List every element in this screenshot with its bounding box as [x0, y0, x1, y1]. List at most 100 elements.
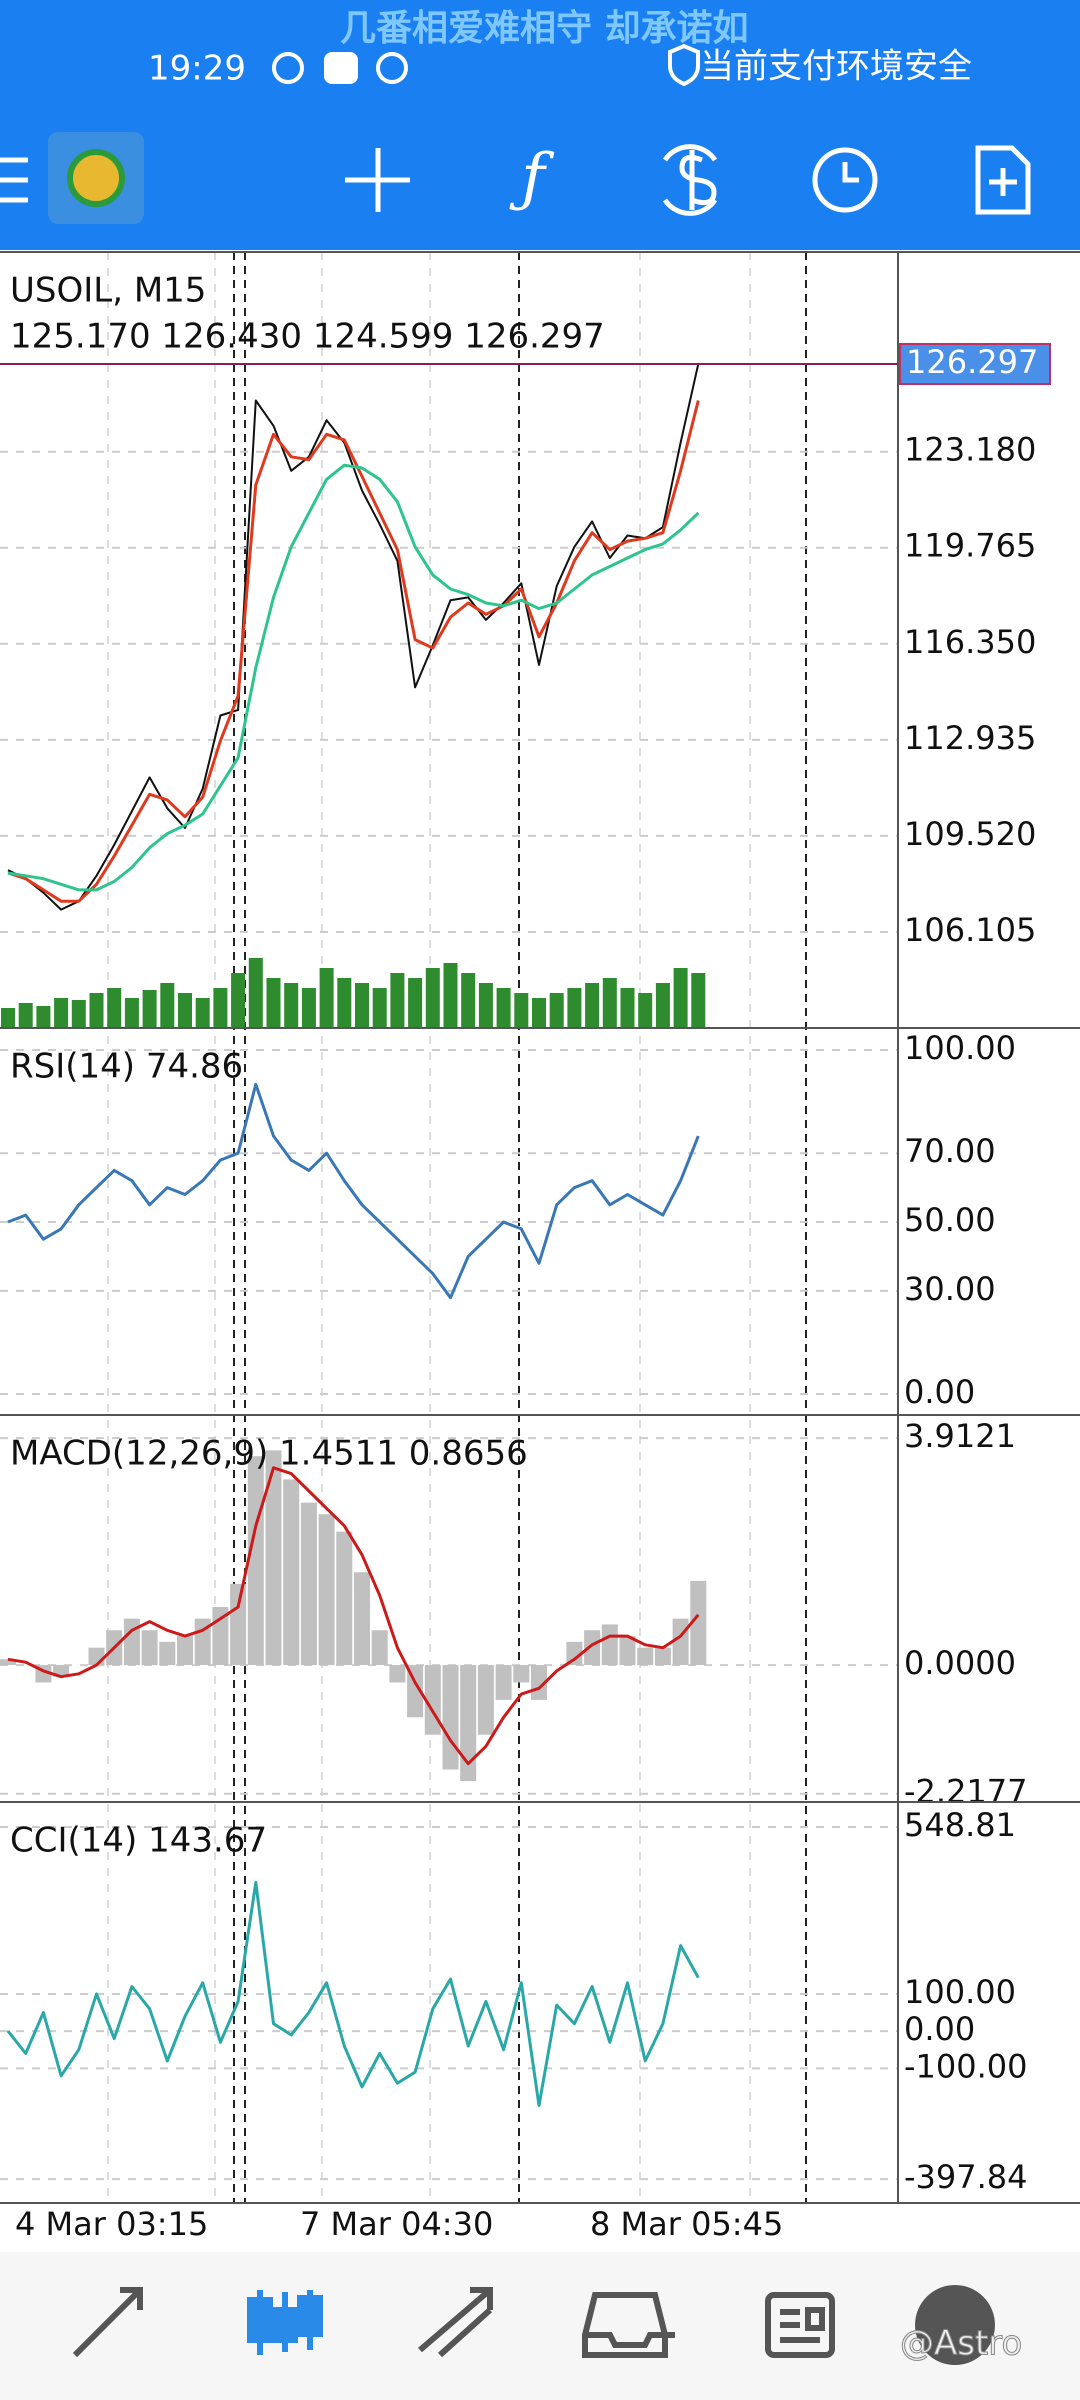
volume-bar: [425, 968, 440, 1028]
volume-bar: [213, 988, 228, 1028]
volume-bar: [372, 988, 387, 1028]
y-tick-label: 100.00: [904, 1029, 1016, 1067]
status-time: 19:29: [148, 49, 246, 89]
y-tick-label: 112.935: [904, 719, 1036, 757]
histogram-bar: [672, 1618, 689, 1666]
histogram-bar: [619, 1636, 636, 1666]
histogram-bar: [584, 1630, 601, 1666]
volume-bar: [638, 993, 653, 1028]
security-text: 当前支付环境安全: [700, 47, 972, 87]
panel-subtitle: 125.170 126.430 124.599 126.297: [10, 317, 605, 357]
series-line: [7, 463, 700, 892]
histogram-bar: [177, 1636, 193, 1666]
volume-bar: [124, 998, 139, 1028]
profile-tab[interactable]: [915, 2285, 995, 2365]
y-tick-label: -2.2177: [904, 1773, 1028, 1811]
histogram-bar: [230, 1583, 247, 1666]
histogram-bar: [407, 1665, 424, 1718]
watermark: @Astro: [900, 2324, 1022, 2364]
volume-bar: [266, 978, 281, 1028]
volume-bar: [390, 973, 405, 1028]
y-tick-label: 0.00: [904, 1373, 975, 1411]
volume-bar: [673, 968, 688, 1028]
volume-bar: [36, 1006, 51, 1028]
y-tick-label: 50.00: [904, 1201, 996, 1239]
y-tick-label: 548.81: [904, 1806, 1016, 1844]
volume-bar: [107, 988, 122, 1028]
panel-title: RSI(14) 74.86: [10, 1047, 243, 1087]
header-bg: [0, 0, 1080, 250]
y-tick-label: 106.105: [904, 911, 1036, 949]
news-button[interactable]: [975, 145, 1031, 215]
histogram-bar: [389, 1665, 406, 1683]
volume-bar: [549, 993, 564, 1028]
histogram-bar: [88, 1647, 105, 1666]
y-tick-label: -397.84: [904, 2158, 1028, 2196]
histogram-bar: [601, 1624, 618, 1666]
y-tick-label: 30.00: [904, 1270, 996, 1308]
y-tick-label: 3.9121: [904, 1417, 1016, 1455]
volume-bar: [319, 968, 334, 1028]
history-tab[interactable]: [582, 2292, 675, 2358]
trade-button[interactable]: [662, 144, 718, 216]
series-line: [7, 400, 700, 903]
quotes-tab[interactable]: [72, 2287, 143, 2358]
histogram-bar: [495, 1665, 512, 1700]
y-tick-label: 70.00: [904, 1132, 996, 1170]
volume-bar: [54, 998, 69, 1028]
crosshair-button[interactable]: [345, 148, 410, 212]
histogram-bar: [53, 1665, 70, 1677]
volume-bar: [160, 983, 175, 1028]
volume-bar: [567, 988, 582, 1028]
volume-bar: [585, 983, 600, 1028]
y-tick-label: 116.350: [904, 623, 1036, 661]
volume-bar: [355, 983, 369, 1028]
histogram-bar: [637, 1647, 654, 1666]
volume-bar: [655, 983, 670, 1028]
chart-tab[interactable]: [247, 2290, 323, 2355]
histogram-bar: [141, 1630, 158, 1666]
volume-bar: [478, 983, 493, 1028]
volume-bar: [514, 993, 529, 1028]
histogram-bar: [318, 1514, 335, 1666]
x-tick-label: 8 Mar 05:45: [590, 2205, 783, 2243]
y-tick-label: 100.00: [904, 1973, 1016, 2011]
y-tick-label: 123.180: [904, 431, 1036, 469]
panel-title: MACD(12,26,9) 1.4511 0.8656: [10, 1434, 528, 1474]
series-line: [7, 1466, 700, 1766]
bottom-nav-icons: [72, 2285, 995, 2365]
volume-bar: [620, 988, 635, 1028]
volume-bar: [443, 963, 458, 1028]
menu-button[interactable]: [0, 157, 28, 203]
volume-bar: [602, 978, 617, 1028]
histogram-bar: [336, 1531, 353, 1666]
panel-title: CCI(14) 143.67: [10, 1821, 267, 1861]
y-tick-label: 0.00: [904, 2010, 975, 2048]
histogram-bar: [159, 1641, 176, 1666]
volume-bar: [408, 978, 423, 1028]
histogram-bar: [477, 1665, 494, 1735]
news-tab[interactable]: [765, 2292, 835, 2358]
volume-bar: [142, 990, 157, 1028]
history-button[interactable]: [812, 147, 878, 213]
marquee: 几番相爱难相守 却承诺如: [340, 8, 749, 49]
histogram-bar: [654, 1647, 671, 1666]
trade-tab[interactable]: [418, 2287, 493, 2358]
series-line: [7, 1082, 700, 1300]
x-tick-label: 7 Mar 04:30: [300, 2205, 493, 2243]
histogram-bar: [283, 1479, 300, 1666]
bottom-nav: [0, 2252, 1080, 2400]
y-tick-label: 109.520: [904, 815, 1036, 853]
histogram-bar: [566, 1641, 583, 1666]
histogram-bar: [247, 1456, 264, 1666]
status-icons: [272, 43, 700, 87]
volume-bar: [532, 998, 546, 1028]
y-tick-label: -100.00: [904, 2047, 1028, 2085]
volume-bar: [1, 1008, 15, 1028]
histogram-bar: [513, 1665, 530, 1683]
volume-bar: [496, 988, 511, 1028]
volume-bar: [178, 993, 192, 1028]
y-tick-label: 119.765: [904, 527, 1036, 565]
